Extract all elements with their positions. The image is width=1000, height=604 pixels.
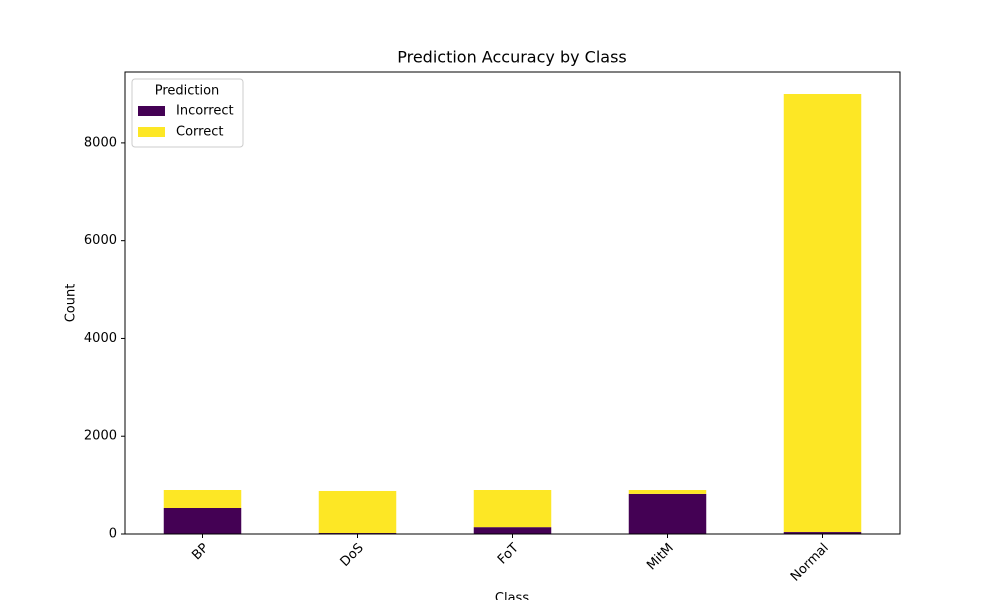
y-axis-label: Count [64,284,79,323]
bar-segment [628,493,707,534]
legend-swatch [138,106,165,116]
bar-segment [473,527,552,534]
y-tick-label: 8000 [84,135,117,150]
bar-segment [163,507,242,534]
legend-swatch [138,127,165,137]
bar-segment [628,490,707,494]
legend-label: Correct [176,125,223,140]
bar-segment [318,490,397,534]
y-tick-label: 6000 [84,233,117,248]
bar-segment [783,532,862,534]
x-axis-label: Class [495,591,529,600]
bar-segment [783,94,862,533]
y-tick-label: 4000 [84,331,117,346]
bar-segment [473,490,552,528]
y-tick-label: 0 [109,527,117,542]
legend-label: Incorrect [176,104,234,119]
y-tick-label: 2000 [84,429,117,444]
chart-title: Prediction Accuracy by Class [397,48,627,67]
legend-title: Prediction [155,84,220,99]
plot-frame [124,71,901,535]
bar-segment [163,490,242,508]
